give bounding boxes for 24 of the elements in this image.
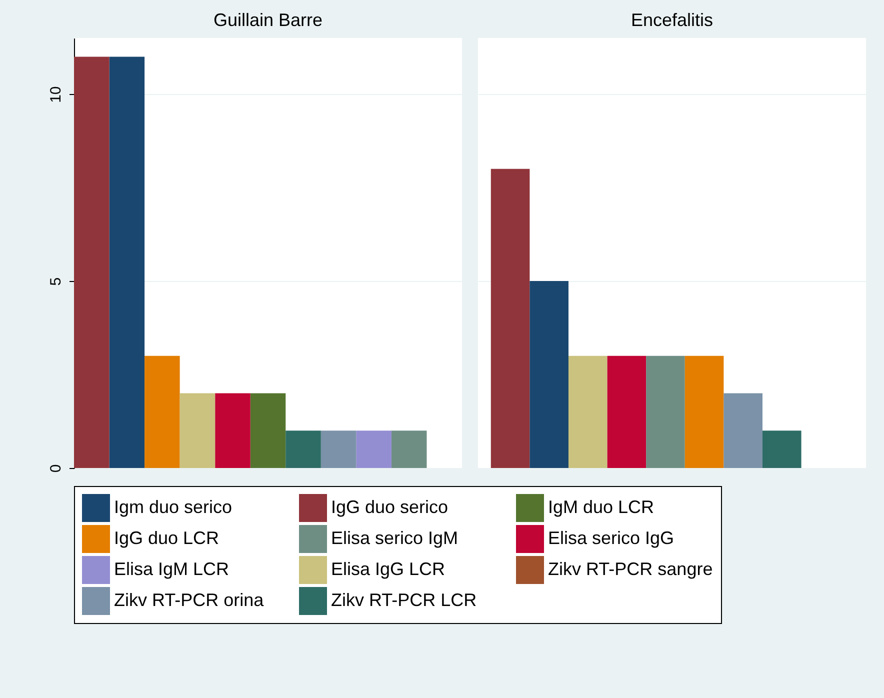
y-tick-label: 10 (48, 86, 64, 103)
bar (490, 168, 530, 468)
legend-label: Zikv RT-PCR sangre (548, 559, 713, 579)
legend-label: Elisa serico IgG (548, 528, 674, 548)
bar (607, 356, 646, 468)
legend-label: IgG duo LCR (114, 528, 220, 548)
bar (724, 393, 762, 468)
bar (762, 430, 802, 468)
legend-label: Elisa IgG LCR (331, 559, 446, 579)
bar (530, 281, 568, 468)
legend-label: Elisa IgM LCR (114, 559, 230, 579)
chart-title: Guillain Barre (213, 10, 323, 30)
legend-label: Elisa serico IgM (331, 528, 458, 548)
y-tick-label: 5 (48, 277, 64, 286)
chart-title: Encefalitis (630, 10, 714, 30)
legend-label: IgG duo serico (331, 497, 448, 517)
bar (684, 356, 724, 468)
bar (568, 356, 608, 468)
bar (646, 356, 685, 468)
legend-label: Zikv RT-PCR LCR (331, 590, 477, 610)
legend-label: Igm duo serico (114, 497, 232, 517)
legend-label: Zikv RT-PCR orina (114, 590, 265, 610)
y-tick-label: 0 (48, 464, 64, 473)
legend-label: IgM duo LCR (548, 497, 654, 517)
